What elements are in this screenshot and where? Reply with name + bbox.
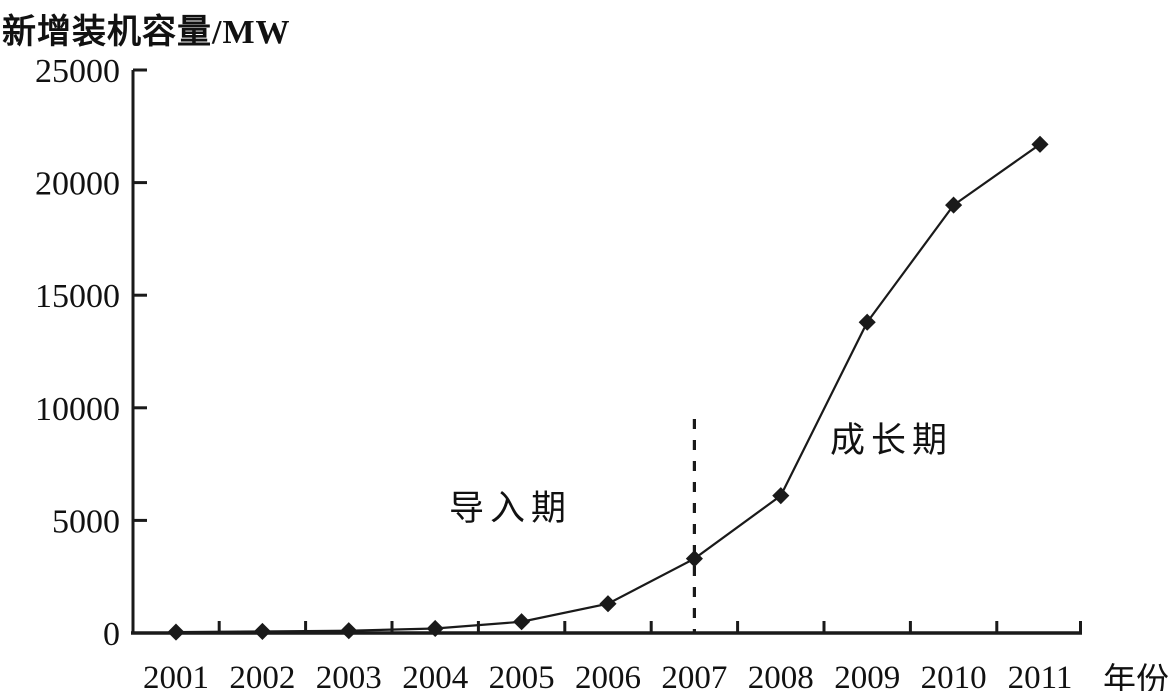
- x-tick-label: 2006: [575, 660, 641, 691]
- data-point-2002: [253, 622, 271, 640]
- x-tick-label: 2002: [229, 660, 295, 691]
- data-point-2010: [945, 196, 963, 214]
- data-point-2003: [340, 622, 358, 640]
- x-tick-label: 2004: [402, 660, 468, 691]
- data-point-2004: [426, 619, 444, 638]
- data-point-2001: [167, 623, 185, 641]
- y-tick-label: 10000: [35, 391, 120, 428]
- x-tick-label: 2007: [661, 660, 727, 691]
- y-tick-label: 5000: [52, 503, 120, 540]
- x-tick-label: 2010: [921, 660, 987, 691]
- y-tick-label: 0: [103, 616, 120, 653]
- y-tick-label: 20000: [35, 166, 120, 203]
- data-point-2006: [599, 595, 617, 613]
- annotation-growth-phase: 成长期: [830, 421, 954, 460]
- annotation-introduction-phase: 导入期: [449, 489, 573, 528]
- data-point-2009: [858, 313, 876, 331]
- data-point-2011: [1031, 135, 1049, 153]
- data-line: [175, 143, 1041, 634]
- x-axis-title: 年份: [1103, 663, 1169, 691]
- x-tick-label: 2011: [1008, 660, 1073, 691]
- data-point-2007: [685, 550, 703, 568]
- y-axis-title: 新增装机容量/MW: [2, 14, 291, 51]
- data-point-2008: [772, 487, 790, 505]
- x-tick-label: 2003: [316, 660, 382, 691]
- x-tick-label: 2009: [834, 660, 900, 691]
- x-tick-label: 2005: [489, 660, 555, 691]
- data-point-2005: [513, 613, 531, 631]
- y-tick-label: 15000: [35, 278, 120, 315]
- x-tick-label: 2008: [748, 660, 814, 691]
- y-tick-label: 25000: [35, 53, 120, 90]
- x-tick-label: 2001: [143, 660, 209, 691]
